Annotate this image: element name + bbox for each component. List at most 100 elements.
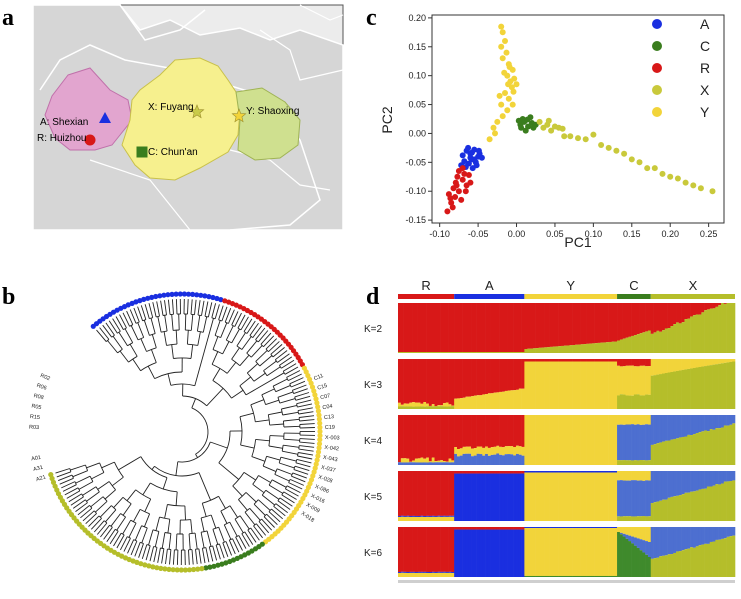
pca-point-R: [450, 185, 457, 192]
structure-bar: [647, 359, 652, 367]
structure-bar: [690, 415, 694, 436]
structure-bar: [456, 359, 461, 399]
structure-bar: [515, 352, 520, 353]
structure-bar: [583, 528, 587, 576]
structure-bar: [479, 473, 483, 521]
structure-bar: [647, 471, 652, 481]
structure-bar: [555, 528, 559, 576]
structure-bar: [653, 502, 657, 521]
structure-bar: [600, 303, 604, 343]
structure-bar: [527, 472, 531, 521]
structure-bar: [504, 473, 508, 521]
structure-bar: [485, 527, 489, 530]
structure-bar: [732, 423, 736, 465]
structure-bar: [513, 415, 517, 447]
structure-bar: [560, 575, 564, 577]
structure-bar: [566, 303, 570, 346]
structure-bar: [563, 303, 567, 346]
structure-bar: [414, 402, 418, 407]
structure-bar: [423, 471, 427, 516]
structure-bar: [563, 528, 567, 576]
structure-bar: [459, 352, 463, 353]
structure-bar: [645, 424, 649, 461]
structure-bar: [653, 359, 657, 376]
structure-bar: [445, 572, 449, 577]
structure-bar: [597, 471, 601, 473]
structure-bar: [414, 471, 418, 516]
structure-bar: [440, 515, 444, 517]
structure-bar: [482, 527, 486, 530]
structure-group-bar-R: [398, 294, 455, 299]
tree-tip-label: X-042: [324, 445, 339, 453]
structure-bar: [718, 484, 722, 521]
pca-chart: -0.10 -0.05 0.00 0.05 0.10 0.15 0.20 0.250.200.…: [379, 13, 725, 250]
structure-bar: [650, 527, 654, 559]
structure-bar: [676, 495, 680, 521]
structure-bar: [501, 415, 506, 448]
structure-bar: [426, 571, 430, 573]
tree-tip-label: C13: [324, 414, 335, 421]
structure-bar: [468, 529, 472, 577]
structure-bar: [493, 473, 497, 521]
structure-bar: [490, 454, 494, 465]
tree-tip-Y: [313, 461, 319, 467]
pca-point-R: [465, 172, 472, 178]
structure-bar: [617, 532, 621, 577]
structure-bar: [586, 527, 590, 529]
structure-bar: [501, 303, 506, 352]
structure-bar: [426, 471, 430, 516]
structure-bar: [406, 572, 410, 577]
structure-bar: [504, 352, 508, 353]
structure-bar: [527, 348, 531, 353]
structure-bar: [628, 535, 632, 542]
tree-tip-label: R06: [36, 383, 47, 392]
structure-bar: [414, 415, 418, 459]
structure-bar: [437, 572, 441, 577]
structure-bar: [538, 359, 542, 362]
structure-bar: [645, 366, 649, 395]
structure-bar: [406, 462, 410, 465]
structure-row-K=3: [398, 359, 736, 409]
structure-bar: [574, 575, 579, 577]
pca-point-Y: [486, 136, 493, 143]
structure-bar: [476, 453, 480, 465]
structure-bar: [695, 527, 699, 547]
structure-bar: [493, 527, 497, 530]
structure-bar: [493, 454, 497, 465]
structure-bar: [414, 572, 418, 577]
structure-bar: [704, 471, 708, 489]
structure-bar: [642, 332, 646, 353]
structure-bar: [667, 303, 671, 329]
structure-bar: [456, 449, 461, 457]
structure-bar: [541, 471, 545, 473]
pca-xtick-label: 0.10: [585, 229, 603, 239]
structure-bar: [706, 431, 711, 465]
structure-bar: [428, 303, 432, 352]
structure-bar: [434, 406, 438, 409]
structure-bar: [541, 359, 545, 362]
tree-tip-Y: [314, 457, 320, 463]
structure-bar: [529, 575, 534, 577]
structure-bar: [434, 359, 438, 407]
pca-point-R: [459, 176, 466, 183]
structure-bar: [518, 446, 522, 455]
structure-bar: [479, 352, 483, 353]
structure-bar: [580, 472, 584, 521]
tree-tip-label: A21: [35, 474, 46, 483]
structure-bar: [448, 572, 452, 577]
structure-bar: [555, 361, 559, 409]
structure-bar: [572, 575, 576, 577]
structure-bar: [690, 359, 694, 369]
structure-bar: [518, 454, 522, 465]
structure-bar: [451, 460, 455, 463]
structure-bar: [454, 453, 458, 465]
structure-bar: [482, 352, 486, 353]
structure-bar: [454, 415, 458, 448]
structure-bar: [636, 538, 640, 548]
structure-bar: [633, 471, 638, 481]
structure-bar: [496, 359, 500, 393]
pca-point-X: [621, 150, 628, 157]
structure-bar: [726, 536, 730, 577]
structure-bar: [670, 359, 674, 372]
structure-bar: [437, 415, 441, 461]
